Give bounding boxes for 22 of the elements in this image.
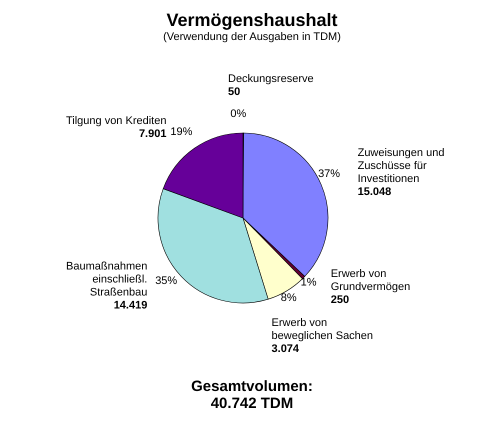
data-label: 50 [228,86,240,98]
slice-label: Baumaßnahmen einschließl. Straßenbau [66,260,148,298]
text: 19% [170,126,193,138]
slice-label: Zuweisungen und Zuschüsse für Investitionen [358,146,444,185]
data-label: 3.074 [272,343,300,355]
text: 1% [300,276,317,288]
slice-label: Tilgung von Krediten [66,114,166,127]
text: 37% [318,168,340,180]
slice-label: Deckungsreserve [228,73,314,85]
data-label: 15.048 [358,186,392,198]
text: Gesamtvolumen: [190,378,314,395]
data-label: 250 [330,294,350,306]
text: 40.742 TDM [210,395,294,412]
data-label: 7.901 [138,128,166,140]
text: 35% [155,275,178,288]
chart-title: Vermögenshaushalt [165,10,339,31]
text: 8% [280,292,297,304]
data-label: 14.419 [114,299,148,312]
chart-subtitle: (Verwendung der Ausgaben in TDM) [162,31,342,43]
slice-label: Erwerb von beweglichen Sachen [272,317,374,342]
slice-label: Erwerb von Grundvermögen [330,268,410,294]
text: 0% [230,108,247,120]
